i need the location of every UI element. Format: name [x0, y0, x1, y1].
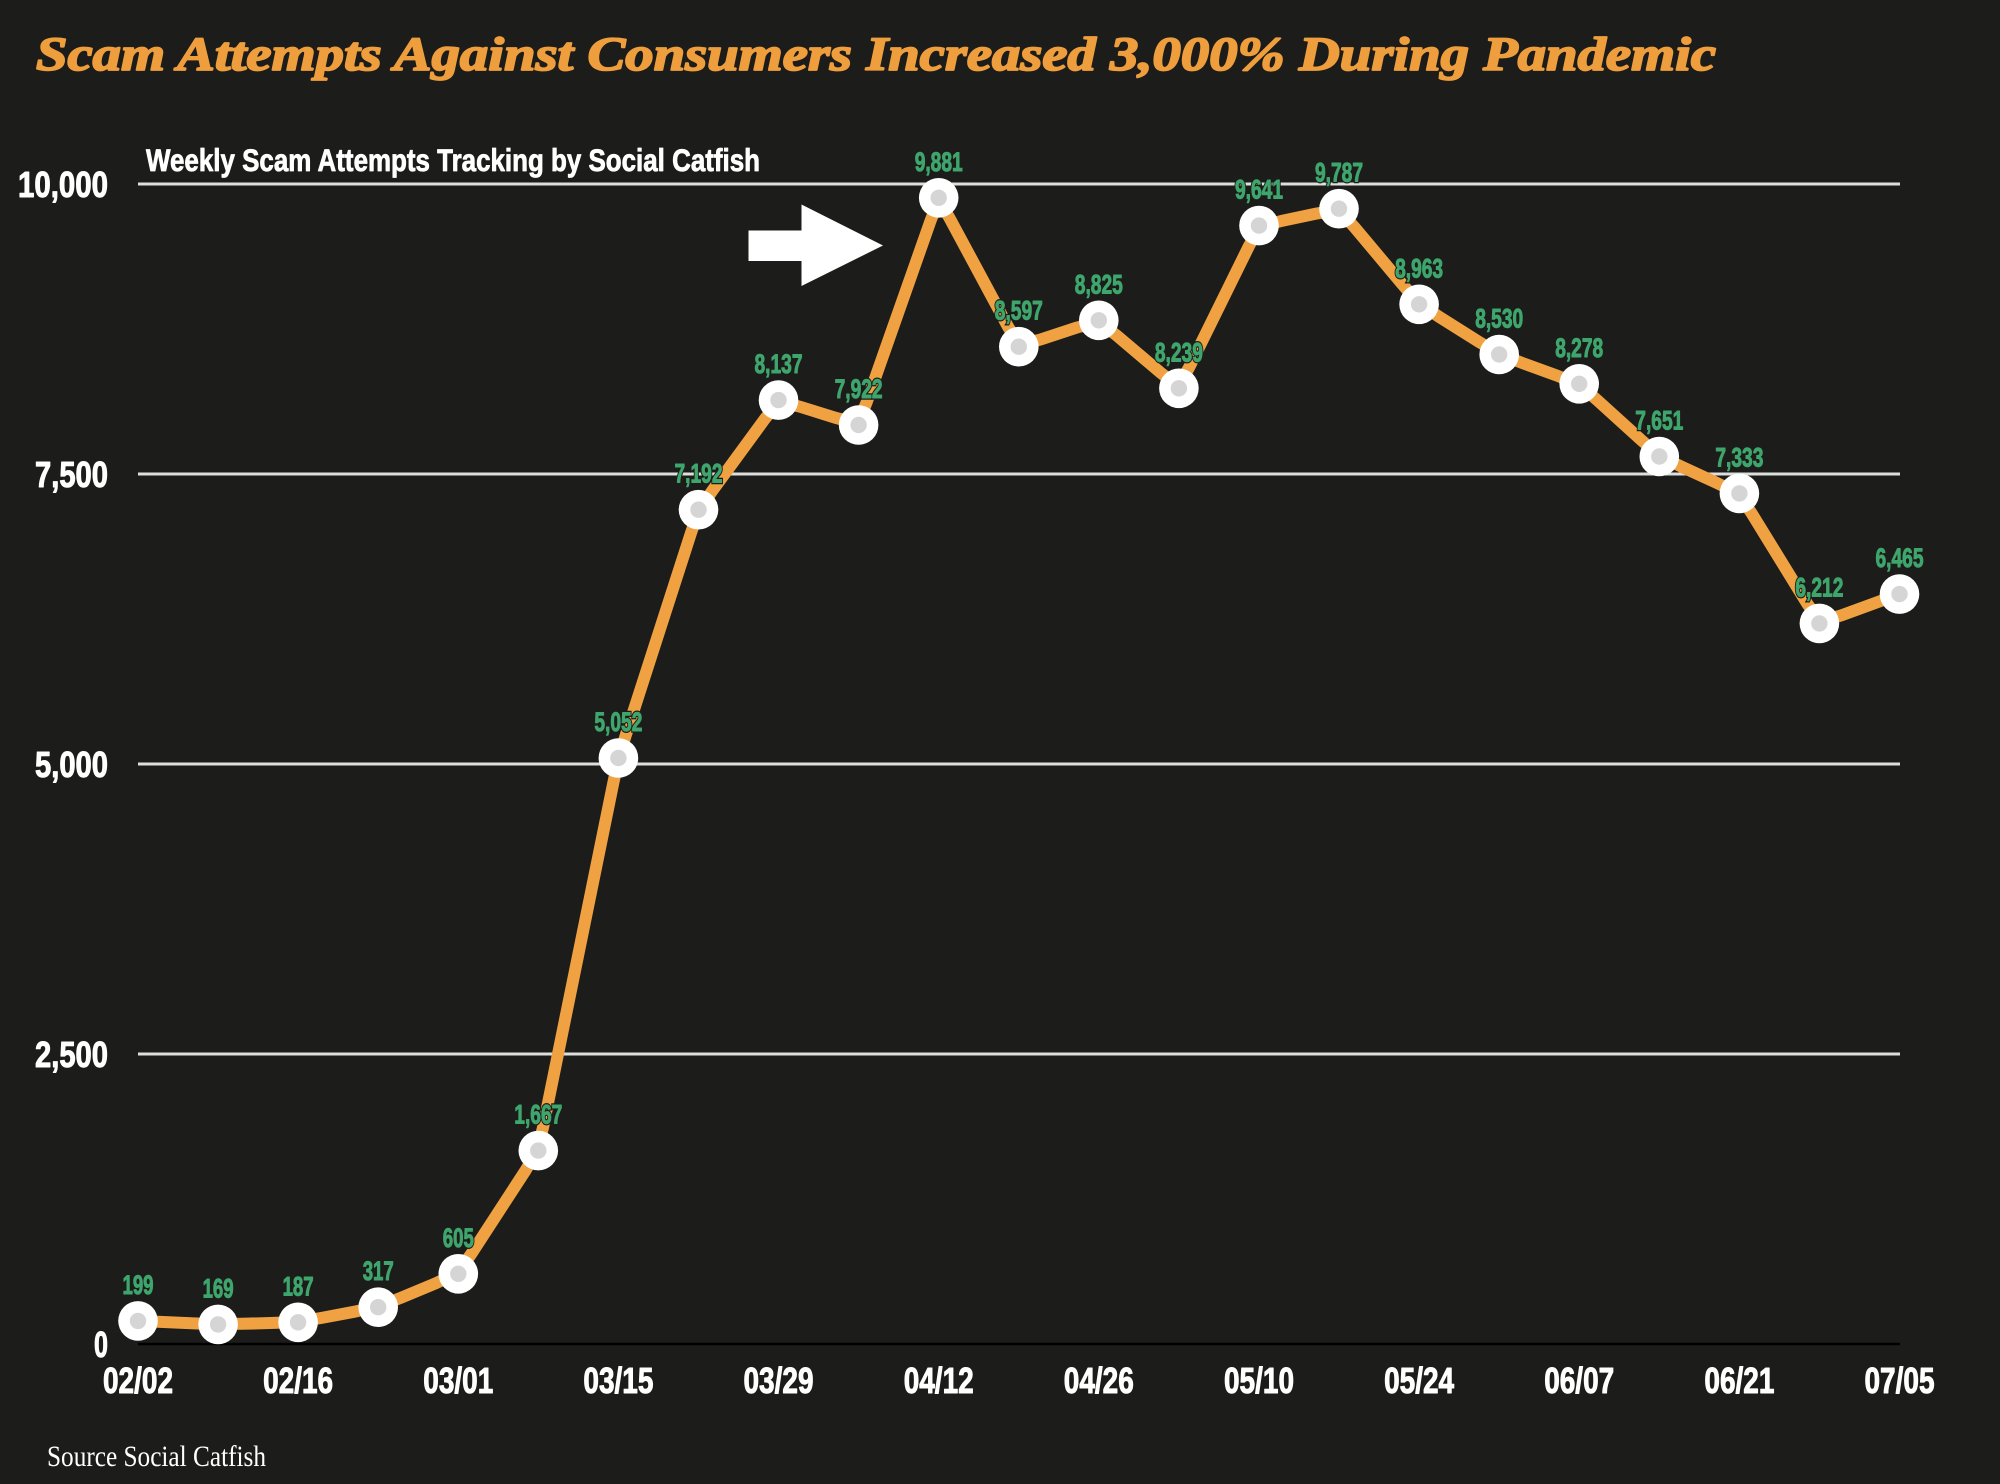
svg-text:05/10: 05/10: [1224, 1360, 1294, 1401]
svg-text:169: 169: [203, 1273, 234, 1303]
svg-text:8,825: 8,825: [1075, 269, 1123, 299]
svg-text:187: 187: [283, 1271, 314, 1301]
svg-text:9,881: 9,881: [915, 147, 963, 177]
svg-text:6,465: 6,465: [1876, 543, 1924, 573]
svg-text:03/15: 03/15: [583, 1360, 653, 1401]
svg-text:317: 317: [363, 1256, 394, 1286]
svg-text:8,963: 8,963: [1395, 253, 1443, 283]
svg-text:8,530: 8,530: [1475, 304, 1523, 334]
svg-text:07/05: 07/05: [1865, 1360, 1935, 1401]
svg-text:0: 0: [94, 1324, 108, 1365]
svg-text:Weekly Scam Attempts Tracking: Weekly Scam Attempts Tracking by Social …: [146, 142, 760, 178]
svg-text:2,500: 2,500: [35, 1034, 108, 1075]
svg-text:8,278: 8,278: [1555, 333, 1603, 363]
svg-text:8,278: 8,278: [1555, 333, 1603, 363]
svg-text:7,651: 7,651: [1635, 406, 1683, 436]
svg-text:7,500: 7,500: [35, 454, 108, 495]
svg-text:8,963: 8,963: [1395, 253, 1443, 283]
svg-text:9,641: 9,641: [1235, 175, 1283, 205]
svg-text:03/01: 03/01: [423, 1360, 493, 1401]
svg-text:9,787: 9,787: [1315, 158, 1363, 188]
svg-text:187: 187: [283, 1271, 314, 1301]
svg-text:199: 199: [123, 1270, 154, 1300]
svg-text:317: 317: [363, 1256, 394, 1286]
svg-text:05/24: 05/24: [1384, 1360, 1454, 1401]
svg-text:8,530: 8,530: [1475, 304, 1523, 334]
svg-text:7,192: 7,192: [675, 459, 723, 489]
svg-text:8,597: 8,597: [995, 296, 1043, 326]
svg-text:8,239: 8,239: [1155, 337, 1203, 367]
svg-text:8,239: 8,239: [1155, 337, 1203, 367]
svg-text:04/12: 04/12: [904, 1360, 974, 1401]
svg-text:199: 199: [123, 1270, 154, 1300]
svg-text:8,597: 8,597: [995, 296, 1043, 326]
svg-text:7,333: 7,333: [1715, 442, 1763, 472]
svg-text:7,922: 7,922: [835, 374, 883, 404]
svg-text:02/02: 02/02: [103, 1360, 173, 1401]
svg-text:5,000: 5,000: [35, 744, 108, 785]
svg-text:7,333: 7,333: [1715, 442, 1763, 472]
svg-text:1,667: 1,667: [514, 1100, 562, 1130]
svg-text:7,922: 7,922: [835, 374, 883, 404]
svg-text:06/21: 06/21: [1704, 1360, 1774, 1401]
svg-text:Source Social Catfish: Source Social Catfish: [47, 1440, 266, 1473]
svg-text:8,825: 8,825: [1075, 269, 1123, 299]
svg-text:10,000: 10,000: [18, 164, 108, 205]
svg-text:7,192: 7,192: [675, 459, 723, 489]
svg-text:5,052: 5,052: [594, 707, 642, 737]
svg-text:7,651: 7,651: [1635, 406, 1683, 436]
svg-text:6,212: 6,212: [1795, 572, 1843, 602]
svg-text:9,787: 9,787: [1315, 158, 1363, 188]
svg-text:8,137: 8,137: [755, 349, 803, 379]
svg-text:6,212: 6,212: [1795, 572, 1843, 602]
svg-text:9,641: 9,641: [1235, 175, 1283, 205]
svg-text:9,881: 9,881: [915, 147, 963, 177]
svg-text:06/07: 06/07: [1544, 1360, 1614, 1401]
svg-text:605: 605: [443, 1223, 474, 1253]
svg-text:03/29: 03/29: [744, 1360, 814, 1401]
svg-text:169: 169: [203, 1273, 234, 1303]
svg-text:8,137: 8,137: [755, 349, 803, 379]
svg-text:605: 605: [443, 1223, 474, 1253]
svg-text:02/16: 02/16: [263, 1360, 333, 1401]
svg-text:04/26: 04/26: [1064, 1360, 1134, 1401]
svg-text:Scam Attempts Against Consumer: Scam Attempts Against Consumers Increase…: [36, 28, 1716, 81]
svg-text:5,052: 5,052: [594, 707, 642, 737]
svg-text:6,465: 6,465: [1876, 543, 1924, 573]
svg-text:1,667: 1,667: [514, 1100, 562, 1130]
